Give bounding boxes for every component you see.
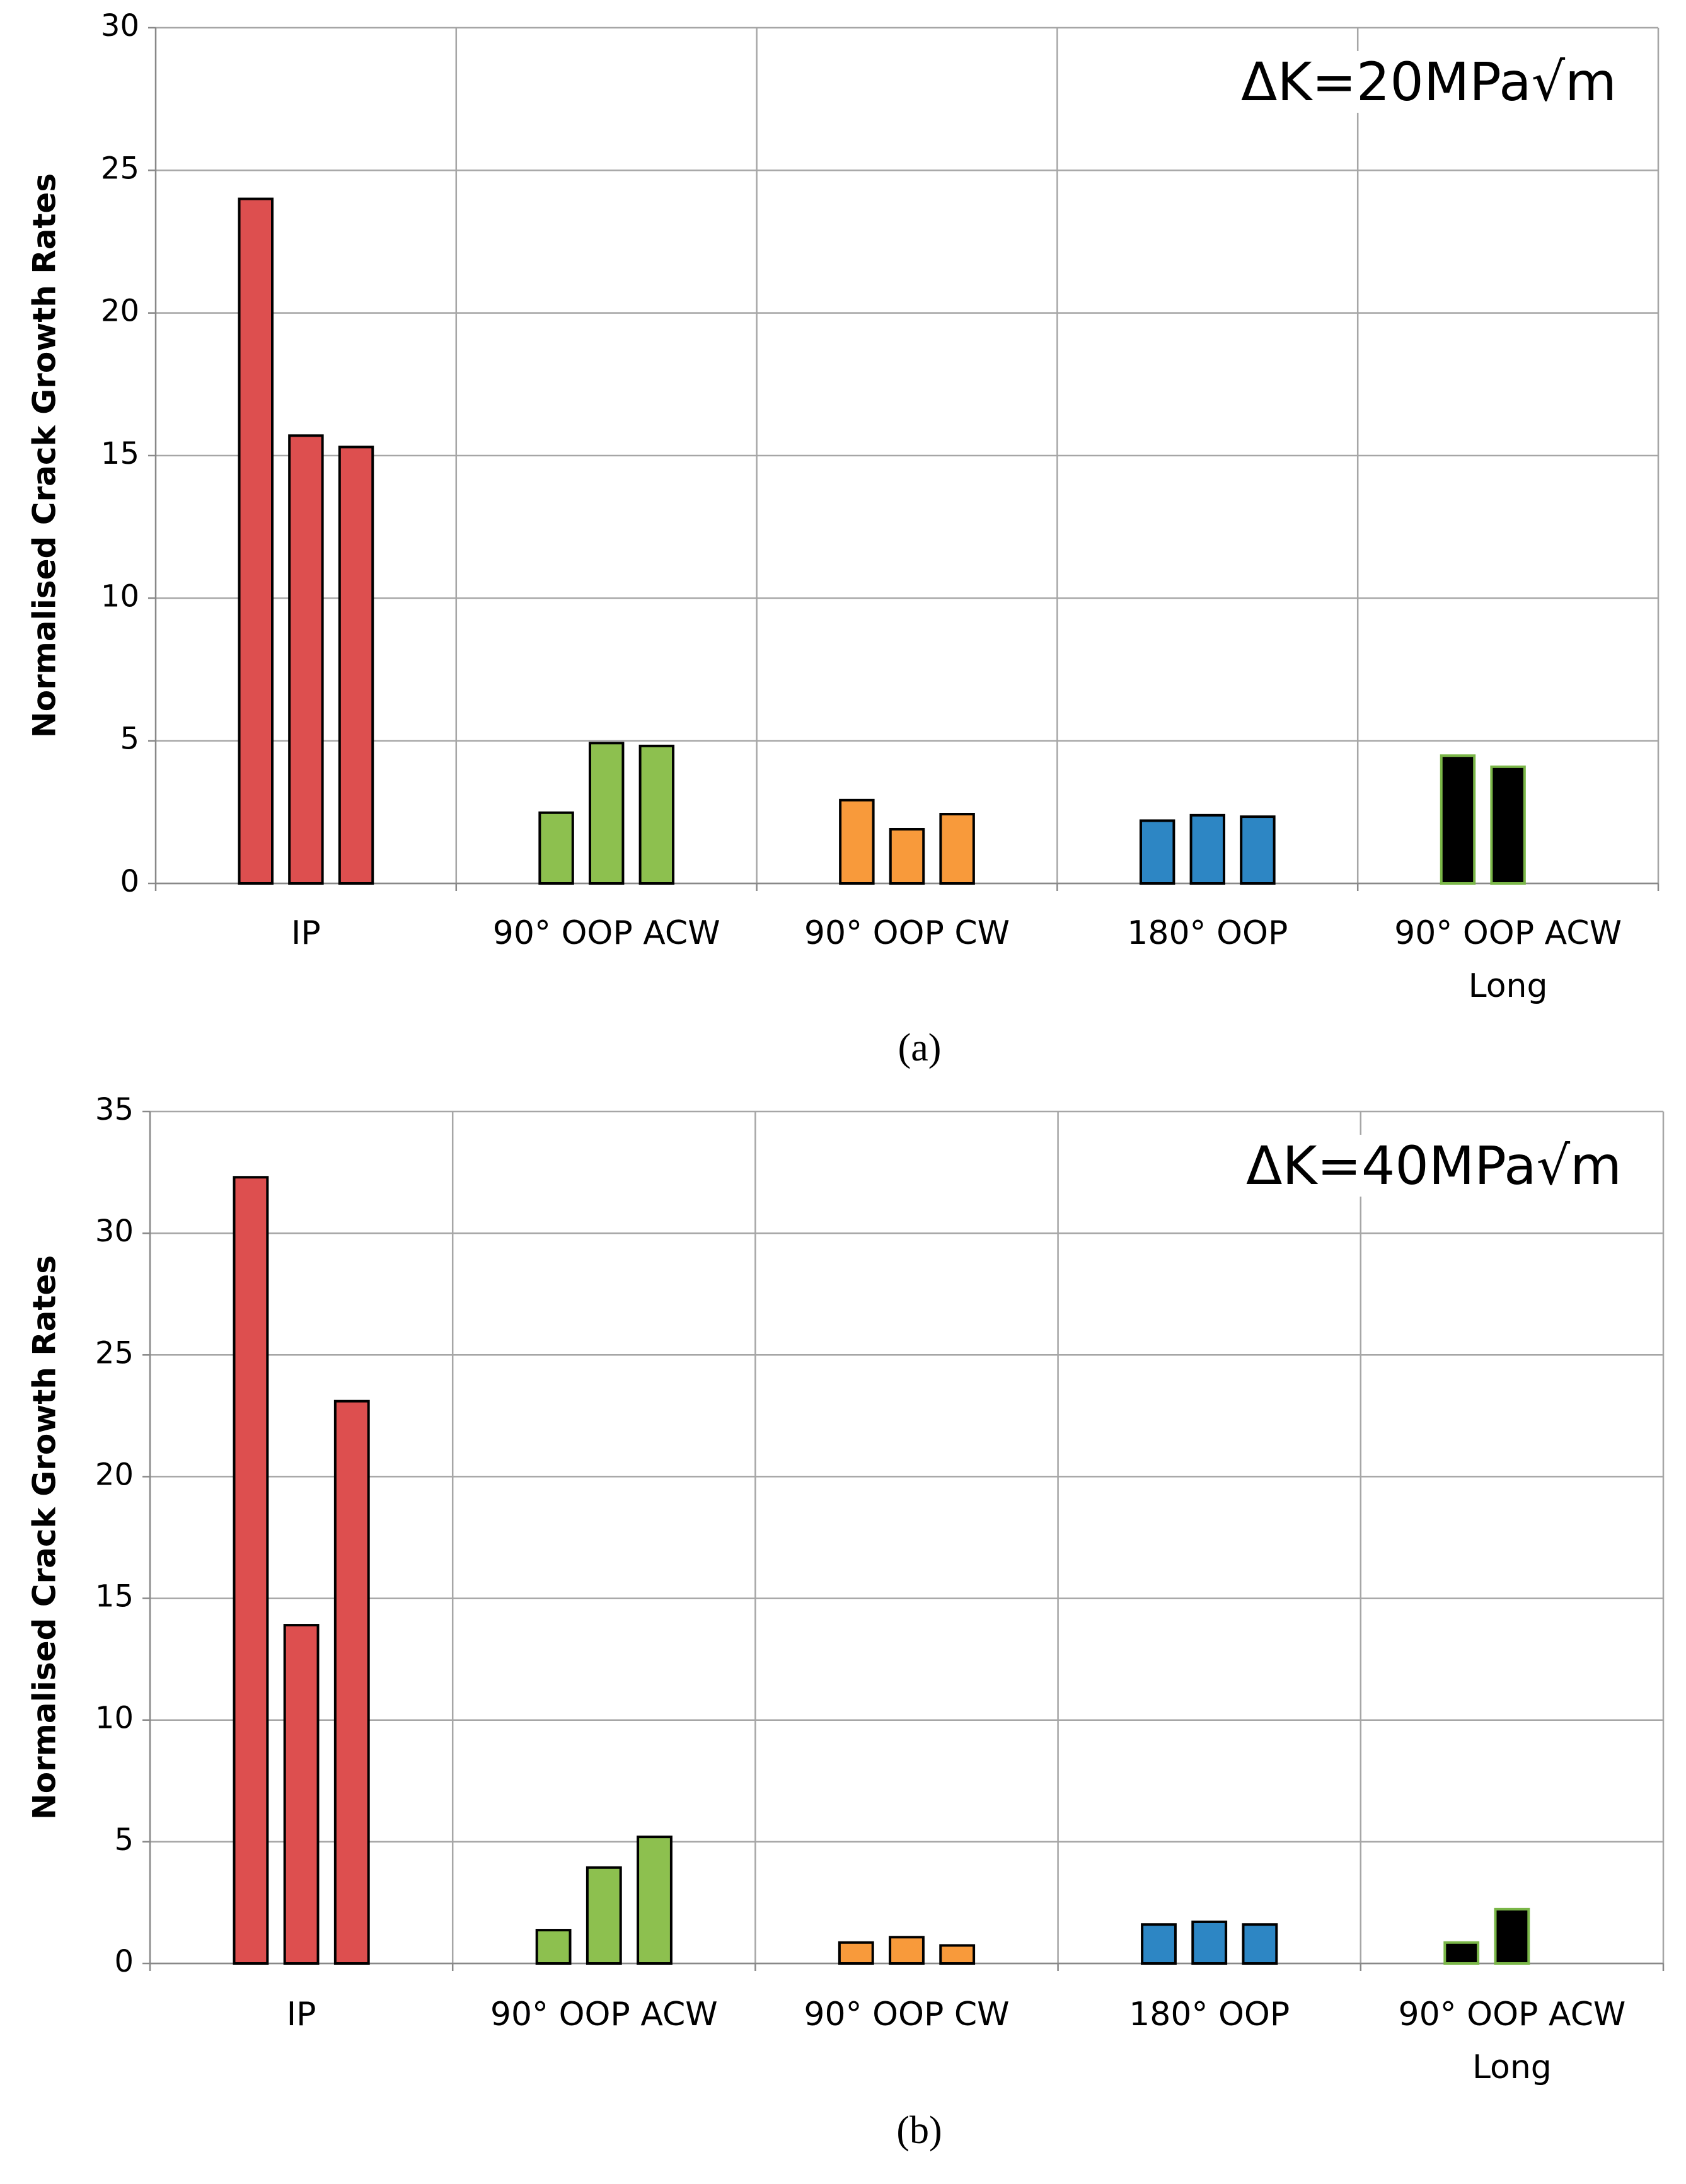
bar — [338, 445, 374, 885]
x-tick-label: IP — [287, 1996, 316, 2033]
bar — [535, 1929, 572, 1965]
bar — [1139, 819, 1175, 885]
annotation-bg — [1235, 50, 1623, 113]
y-tick-label: 5 — [114, 1822, 134, 1858]
y-axis-title: Normalised Crack Growth Rates — [26, 1255, 63, 1820]
x-tick-label: IP — [291, 914, 321, 952]
bar — [283, 1624, 320, 1965]
label-line: Long — [1469, 967, 1548, 1005]
x-tick-label: 90° OOP CW — [804, 1996, 1009, 2033]
bar — [1440, 754, 1476, 885]
y-tick-label: 0 — [114, 1944, 134, 1979]
bar — [889, 827, 925, 885]
bar — [1242, 1923, 1278, 1965]
y-tick-label: 5 — [120, 721, 139, 757]
y-axis-title: Normalised Crack Growth Rates — [26, 173, 63, 738]
bar — [1240, 815, 1276, 885]
bar — [288, 434, 324, 885]
y-tick-label: 0 — [120, 864, 139, 899]
y-tick-label: 25 — [101, 151, 139, 186]
annotation: ΔK=40MPa√m — [1246, 1135, 1622, 1197]
y-tick-label: 30 — [95, 1214, 134, 1249]
bar — [333, 1399, 370, 1965]
bar — [889, 1936, 925, 1965]
label-line: Long — [1472, 2049, 1552, 2086]
annotation: ΔK=20MPa√m — [1241, 51, 1617, 113]
x-tick-label: 180° OOP — [1129, 1996, 1290, 2033]
x-tick-label: 90° OOP CW — [804, 914, 1010, 952]
bar — [1189, 813, 1226, 885]
y-tick-label: 10 — [101, 578, 139, 614]
y-tick-label: 20 — [95, 1457, 134, 1492]
bar — [839, 798, 875, 885]
y-tick-label: 35 — [95, 1092, 134, 1127]
label-line: 90° OOP ACW — [1398, 1996, 1625, 2033]
bar — [939, 813, 975, 885]
bar — [233, 1176, 269, 1965]
bar — [838, 1941, 874, 1965]
y-tick-label: 25 — [95, 1335, 134, 1371]
x-tick-label: 90° OOP ACW Long — [1394, 914, 1622, 1005]
y-tick-label: 15 — [95, 1579, 134, 1614]
bar — [1494, 1907, 1530, 1965]
caption: (b) — [896, 2109, 942, 2152]
bar — [939, 1944, 976, 1965]
caption: (a) — [898, 1026, 942, 1069]
bar — [588, 742, 625, 885]
x-tick-label: 180° OOP — [1127, 914, 1288, 952]
y-tick-label: 15 — [101, 436, 139, 471]
bar — [586, 1866, 622, 1965]
bar — [538, 811, 574, 885]
x-tick-label: 90° OOP ACW — [493, 914, 720, 952]
x-tick-label: 90° OOP ACW Long — [1398, 1996, 1625, 2086]
x-tick-label: 90° OOP ACW — [490, 1996, 718, 2033]
bar — [1443, 1941, 1480, 1965]
annotation-bg — [1240, 1134, 1628, 1197]
bar — [238, 197, 274, 885]
y-tick-label: 10 — [95, 1701, 134, 1736]
label-line: 90° OOP ACW — [1394, 914, 1622, 952]
bar — [638, 744, 675, 885]
y-tick-label: 20 — [101, 294, 139, 329]
bar — [1191, 1920, 1228, 1965]
y-tick-label: 30 — [101, 8, 139, 43]
bar — [1490, 765, 1526, 885]
bar — [637, 1836, 673, 1965]
bar — [1141, 1923, 1177, 1965]
